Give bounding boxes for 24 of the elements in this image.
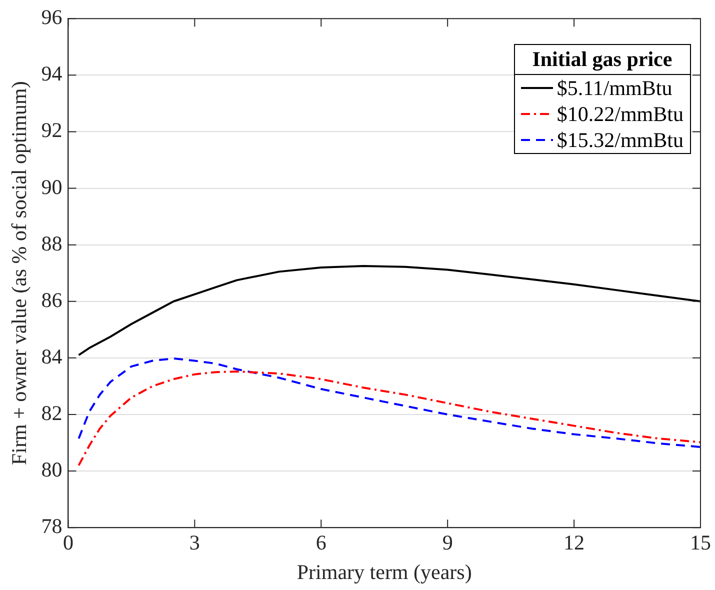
- legend-label: $15.32/mmBtu: [556, 126, 684, 153]
- x-tick-label: 15: [690, 530, 711, 555]
- x-tick-label: 9: [442, 530, 453, 555]
- y-tick-label: 94: [41, 62, 63, 86]
- y-tick-label: 78: [41, 514, 62, 538]
- legend-label: $10.22/mmBtu: [556, 100, 684, 127]
- y-tick-label: 96: [41, 5, 62, 30]
- y-tick-label: 86: [41, 288, 62, 312]
- line-series: [78, 358, 700, 448]
- x-tick-label: 3: [189, 530, 200, 555]
- y-tick-label: 92: [41, 118, 62, 142]
- line-series: [78, 370, 700, 466]
- y-axis-title: Firm + owner value (as % of social optimum): [7, 81, 32, 466]
- legend-title: Initial gas price: [514, 44, 690, 75]
- y-tick-label: 82: [41, 401, 62, 426]
- legend-label: $5.11/mmBtu: [556, 74, 672, 101]
- y-tick-label: 80: [41, 458, 62, 482]
- x-tick-label: 6: [316, 530, 326, 555]
- x-tick-label: 0: [62, 530, 74, 555]
- y-tick-label: 90: [41, 174, 62, 199]
- x-tick-label: 12: [564, 530, 585, 555]
- x-axis-title: Primary term (years): [296, 560, 472, 584]
- y-tick-label: 84: [41, 344, 63, 368]
- y-tick-label: 88: [41, 231, 62, 256]
